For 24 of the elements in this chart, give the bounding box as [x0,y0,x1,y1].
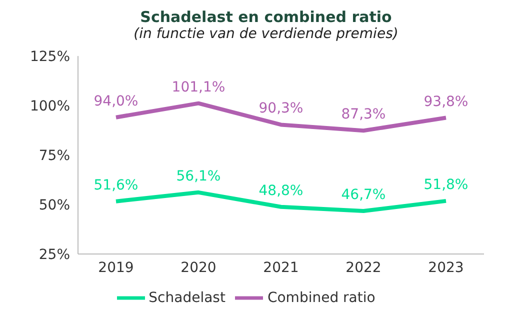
y-tick-label: 50% [38,197,70,214]
data-label: 87,3% [341,106,386,123]
data-label: 90,3% [258,100,304,117]
legend-label: Combined ratio [267,290,376,306]
data-label: 48,8% [258,182,304,199]
x-tick-label: 2023 [428,260,464,276]
data-label: 56,1% [176,168,221,184]
y-tick-label: 75% [38,148,70,164]
y-tick-label: 100% [30,98,70,114]
chart-subtitle: (in functie van de verdiende premies) [132,26,400,42]
data-label: 51,8% [424,176,468,193]
data-label: 46,7% [341,187,386,204]
x-tick-label: 2021 [263,260,299,276]
data-label: 51,6% [94,177,138,194]
x-tick-label: 2020 [180,260,216,276]
legend-label: Schadelast [148,290,226,306]
data-label: 93,8% [424,94,468,110]
chart-title: Schadelast en combined ratio [139,8,393,26]
data-label: 101,1% [172,79,226,96]
y-tick-label: 125% [30,48,70,65]
x-tick-label: 2019 [98,260,134,276]
x-tick-label: 2022 [346,260,382,276]
data-label: 94,0% [94,93,138,110]
y-tick-label: 25% [38,246,70,263]
